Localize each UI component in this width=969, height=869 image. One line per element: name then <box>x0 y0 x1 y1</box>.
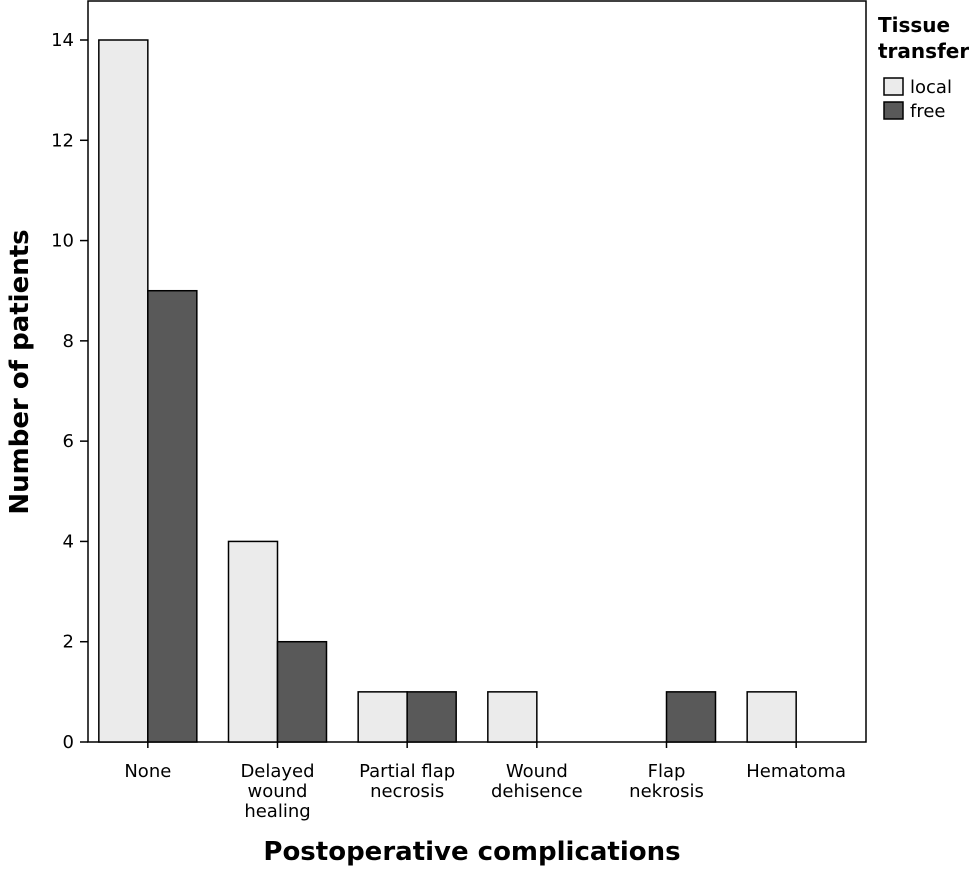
legend-title-line-2: transfer <box>878 39 969 63</box>
legend-label-free: free <box>910 101 946 122</box>
x-axis-title: Postoperative complications <box>263 837 680 867</box>
bar-free <box>147 289 198 743</box>
x-tick-label: Partial flap necrosis <box>359 761 455 802</box>
y-tick-label: 4 <box>63 531 74 552</box>
bar-free <box>276 640 328 743</box>
legend-title-line-1: Tissue <box>878 13 950 37</box>
x-tick-label: Flap nekrosis <box>629 761 704 802</box>
x-tick-label: Wound dehisence <box>491 761 583 802</box>
y-axis-title: Number of patients <box>5 229 35 514</box>
x-tick-label: Delayed wound healing <box>240 761 314 822</box>
legend-label-local: local <box>910 77 952 98</box>
bars-group <box>98 39 797 743</box>
y-tick-label: 14 <box>51 30 74 51</box>
y-axis-ticks: 0 2 4 6 8 10 12 14 <box>51 30 88 753</box>
bar-free <box>406 691 457 743</box>
bar-local <box>98 39 149 743</box>
legend-items: local free <box>883 77 952 122</box>
bar-free <box>665 691 717 743</box>
x-tick-label: Hematoma <box>746 761 846 782</box>
legend: Tissue transfer local free <box>878 13 969 122</box>
y-tick-label: 0 <box>63 732 74 753</box>
plot-frame <box>87 0 867 743</box>
bar-local <box>487 691 538 743</box>
y-tick-label: 6 <box>63 431 74 452</box>
bar-local <box>746 691 797 743</box>
y-tick-label: 12 <box>51 130 74 151</box>
bar-local <box>227 540 279 743</box>
x-axis-categories: None Delayed wound healing Partial flap necro… <box>124 742 846 822</box>
x-tick-label: None <box>124 761 171 782</box>
legend-swatch-local <box>883 77 904 96</box>
legend-swatch-free <box>883 101 904 120</box>
y-tick-label: 10 <box>51 231 74 252</box>
bar-local <box>357 691 408 743</box>
y-tick-label: 2 <box>63 632 74 653</box>
y-tick-label: 8 <box>63 331 74 352</box>
